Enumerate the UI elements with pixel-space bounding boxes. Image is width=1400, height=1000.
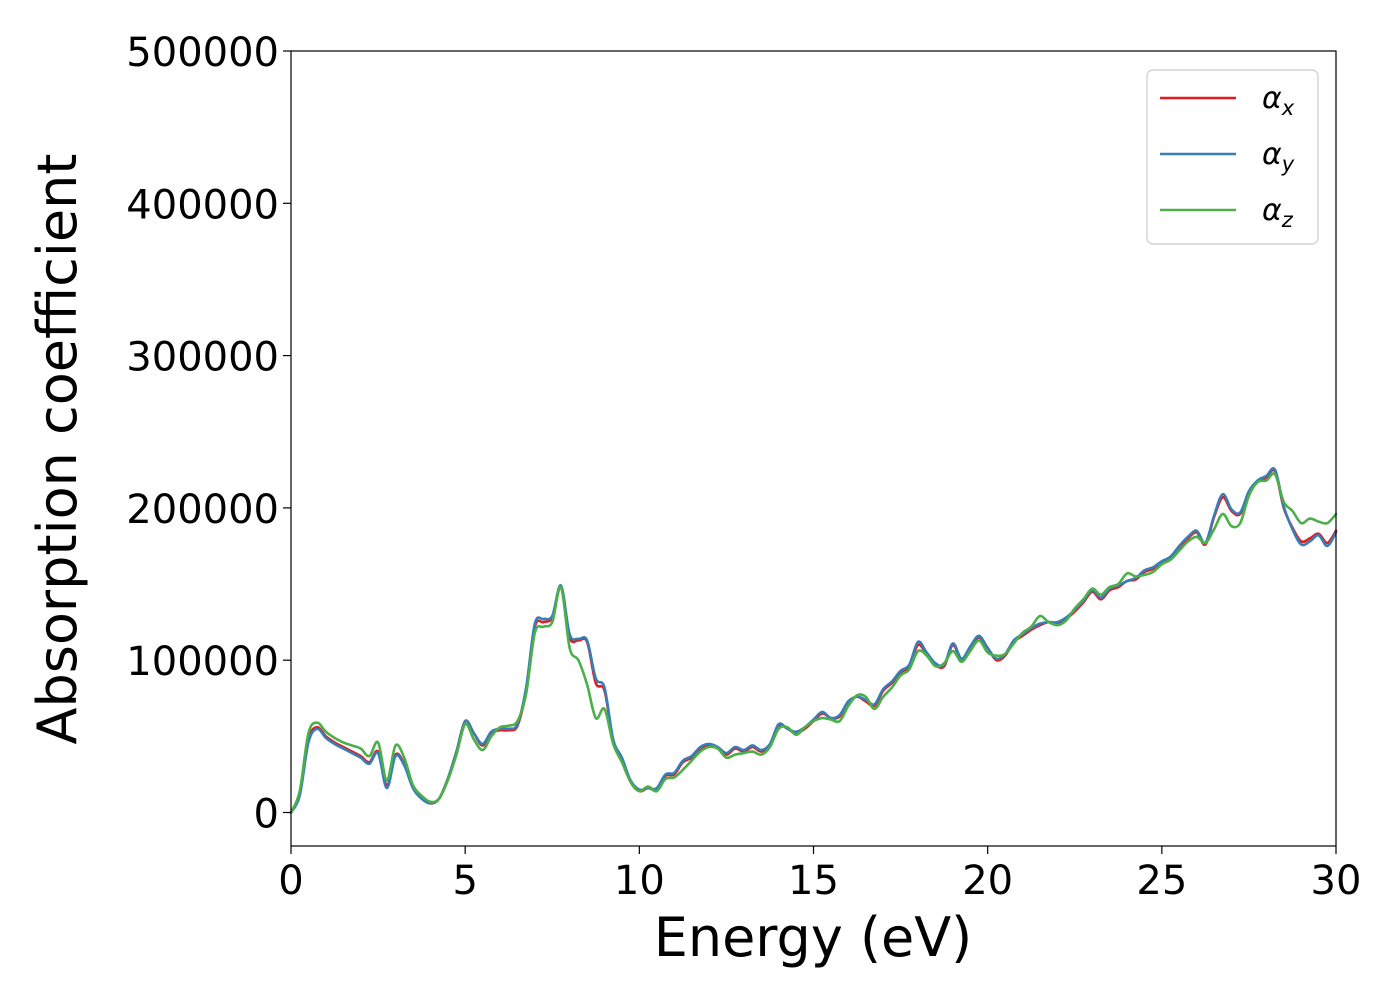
- legend-items: αx αy αz: [1160, 81, 1295, 232]
- x-tick-label: 15: [788, 858, 839, 904]
- legend-box: [1146, 69, 1319, 245]
- x-axis: 0 5 10 15 20 25 30: [278, 846, 1361, 904]
- series-layer: [289, 467, 1338, 814]
- y-tick-label: 400000: [126, 182, 279, 228]
- y-tick-label: 200000: [126, 487, 279, 533]
- y-tick-label: 300000: [126, 335, 279, 381]
- series-line-z: [289, 472, 1338, 814]
- y-tick-label: 0: [254, 791, 279, 837]
- x-tick-label: 30: [1311, 858, 1362, 904]
- legend-label-x: αx: [1262, 81, 1295, 120]
- x-tick-label: 5: [452, 858, 477, 904]
- x-tick-label: 20: [962, 858, 1013, 904]
- series-line-y: [289, 467, 1338, 814]
- y-tick-label: 500000: [126, 30, 279, 76]
- x-tick-label: 25: [1136, 858, 1187, 904]
- legend: αx αy αz: [1146, 69, 1319, 245]
- legend-label-z: αz: [1262, 193, 1294, 232]
- y-tick-label: 100000: [126, 639, 279, 685]
- x-tick-label: 0: [278, 858, 303, 904]
- y-axis: 0 100000 200000 300000 400000 500000: [126, 30, 291, 837]
- x-tick-label: 10: [614, 858, 665, 904]
- x-axis-title: Energy (eV): [654, 906, 973, 969]
- legend-label-y: αy: [1262, 137, 1295, 176]
- y-axis-title: Absorption coefficient: [26, 154, 89, 745]
